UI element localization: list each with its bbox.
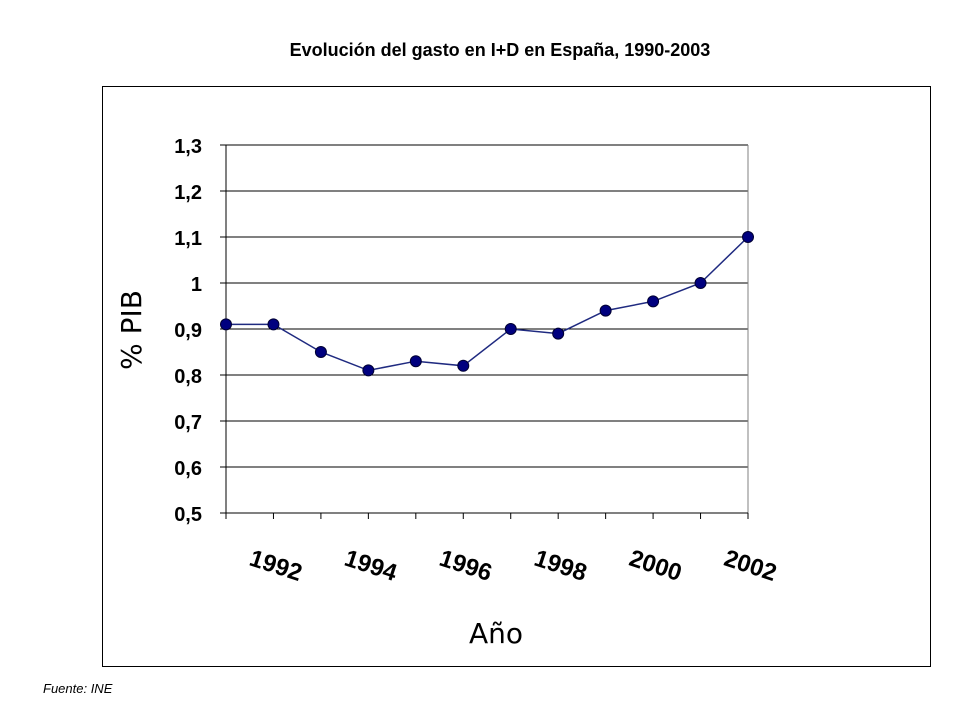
axes bbox=[220, 144, 749, 519]
data-series bbox=[220, 231, 754, 377]
data-point bbox=[267, 318, 280, 331]
x-tick-label: 1994 bbox=[341, 545, 401, 587]
data-point bbox=[694, 277, 707, 289]
chart-title: Evolución del gasto en I+D en España, 19… bbox=[289, 40, 711, 60]
x-tick-labels: 1992 1994 1996 1998 2000 2002 bbox=[246, 545, 780, 587]
y-tick-label: 0,6 bbox=[174, 458, 202, 480]
line-chart: 0,50,60,70,80,911,11,21,3 1992 1994 1996 19… bbox=[115, 136, 780, 650]
x-tick-label: 2002 bbox=[721, 545, 780, 587]
data-point bbox=[457, 359, 470, 372]
y-tick-label: 1,2 bbox=[174, 182, 202, 204]
chart-area: 0,5 0,6 0,7 0,8 0,9 1 1,1 1,2 1,3 1992 1994 1996 19… bbox=[102, 86, 931, 667]
data-point bbox=[220, 318, 232, 331]
y-tick-label: 0,5 bbox=[174, 504, 202, 526]
x-tick-label: 1996 bbox=[436, 545, 495, 587]
x-axis-label: Año bbox=[469, 617, 523, 650]
y-axis-label: % PIB bbox=[115, 290, 148, 370]
data-point bbox=[552, 327, 565, 340]
x-tick-label: 1992 bbox=[246, 545, 305, 587]
data-point bbox=[742, 231, 754, 243]
data-point bbox=[647, 295, 660, 308]
x-tick-label: 2000 bbox=[626, 545, 685, 587]
data-point bbox=[504, 323, 517, 335]
data-point bbox=[599, 304, 612, 317]
y-tick-label: 1,3 bbox=[174, 136, 202, 158]
data-point bbox=[362, 364, 375, 377]
data-point bbox=[314, 346, 327, 358]
y-tick-label: 1,1 bbox=[174, 228, 202, 250]
x-tick-label: 1998 bbox=[531, 545, 590, 587]
source-note: Fuente: INE bbox=[43, 681, 113, 696]
y-tick-label: 0,8 bbox=[174, 366, 202, 388]
data-point bbox=[409, 355, 422, 368]
y-tick-labels: 0,5 0,6 0,7 0,8 0,9 1 1,1 1,2 1,3 bbox=[174, 136, 202, 526]
y-tick-label: 1 bbox=[191, 274, 202, 296]
y-tick-label: 0,9 bbox=[174, 320, 202, 342]
y-tick-label: 0,7 bbox=[174, 412, 202, 434]
gridlines bbox=[226, 144, 748, 514]
series-line bbox=[226, 236, 749, 372]
